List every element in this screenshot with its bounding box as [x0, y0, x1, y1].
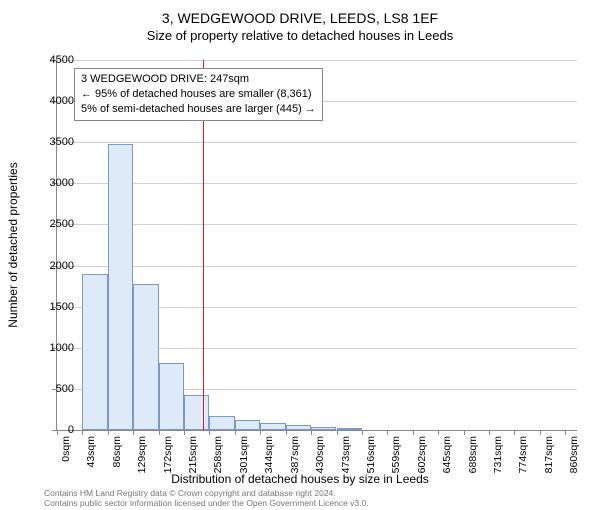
x-tick-label: 430sqm [314, 436, 326, 473]
x-tick-mark [184, 430, 185, 435]
y-tick-label: 2000 [34, 260, 74, 272]
x-tick-mark [438, 430, 439, 435]
grid-line [57, 142, 577, 143]
x-tick-mark [235, 430, 236, 435]
x-tick-label: 301sqm [238, 436, 250, 473]
y-tick-label: 3500 [34, 136, 74, 148]
grid-line [57, 266, 577, 267]
histogram-bar [82, 274, 107, 430]
x-tick-label: 473sqm [340, 436, 352, 473]
y-axis-label: Number of detached properties [6, 162, 20, 327]
x-tick-label: 817sqm [543, 436, 555, 473]
x-tick-mark [260, 430, 261, 435]
histogram-bar [260, 423, 285, 430]
callout-box: 3 WEDGEWOOD DRIVE: 247sqm ← 95% of detac… [74, 68, 323, 121]
y-tick-label: 4500 [34, 54, 74, 66]
grid-line [57, 60, 577, 61]
y-tick-label: 1500 [34, 301, 74, 313]
x-tick-mark [311, 430, 312, 435]
x-tick-mark [514, 430, 515, 435]
histogram-bar [133, 284, 158, 430]
x-tick-mark [565, 430, 566, 435]
x-tick-mark [413, 430, 414, 435]
x-tick-mark [159, 430, 160, 435]
y-tick-label: 3000 [34, 177, 74, 189]
x-tick-mark [133, 430, 134, 435]
histogram-chart: 0sqm43sqm86sqm129sqm172sqm215sqm258sqm30… [56, 60, 576, 430]
x-tick-label: 258sqm [212, 436, 224, 473]
x-tick-mark [82, 430, 83, 435]
x-tick-mark [362, 430, 363, 435]
callout-line3: 5% of semi-detached houses are larger (4… [81, 102, 316, 117]
x-tick-label: 688sqm [467, 436, 479, 473]
y-tick-label: 1000 [34, 342, 74, 354]
x-tick-label: 387sqm [289, 436, 301, 473]
callout-line1: 3 WEDGEWOOD DRIVE: 247sqm [81, 72, 316, 87]
x-axis-label: Distribution of detached houses by size … [0, 472, 600, 486]
chart-subtitle: Size of property relative to detached ho… [0, 28, 600, 43]
chart-title: 3, WEDGEWOOD DRIVE, LEEDS, LS8 1EF [0, 10, 600, 26]
y-tick-label: 0 [34, 424, 74, 436]
histogram-bar [235, 420, 260, 430]
histogram-bar [311, 427, 336, 430]
y-tick-label: 4000 [34, 95, 74, 107]
x-tick-label: 86sqm [111, 436, 123, 468]
x-tick-label: 129sqm [136, 436, 148, 473]
x-tick-mark [489, 430, 490, 435]
footer-line1: Contains HM Land Registry data © Crown c… [44, 488, 369, 498]
x-tick-label: 172sqm [162, 436, 174, 473]
histogram-bar [337, 428, 362, 430]
footer-line2: Contains public sector information licen… [44, 498, 369, 508]
x-tick-mark [108, 430, 109, 435]
x-tick-mark [387, 430, 388, 435]
x-tick-label: 43sqm [85, 436, 97, 468]
x-tick-label: 344sqm [263, 436, 275, 473]
x-tick-mark [209, 430, 210, 435]
x-tick-mark [540, 430, 541, 435]
x-tick-label: 516sqm [365, 436, 377, 473]
x-tick-label: 731sqm [492, 436, 504, 473]
y-tick-label: 2500 [34, 218, 74, 230]
histogram-bar [159, 363, 184, 430]
histogram-bar [184, 395, 209, 430]
histogram-bar [209, 416, 234, 430]
x-tick-label: 559sqm [390, 436, 402, 473]
grid-line [57, 224, 577, 225]
x-tick-label: 645sqm [441, 436, 453, 473]
x-tick-label: 0sqm [60, 436, 72, 462]
x-tick-label: 860sqm [568, 436, 580, 473]
x-tick-mark [337, 430, 338, 435]
grid-line [57, 183, 577, 184]
x-tick-label: 774sqm [517, 436, 529, 473]
histogram-bar [108, 144, 133, 430]
y-tick-label: 500 [34, 383, 74, 395]
histogram-bar [286, 425, 311, 430]
x-tick-label: 602sqm [416, 436, 428, 473]
x-tick-mark [286, 430, 287, 435]
callout-line2: ← 95% of detached houses are smaller (8,… [81, 87, 316, 102]
x-tick-mark [464, 430, 465, 435]
x-tick-label: 215sqm [187, 436, 199, 473]
footer-attribution: Contains HM Land Registry data © Crown c… [44, 488, 369, 508]
